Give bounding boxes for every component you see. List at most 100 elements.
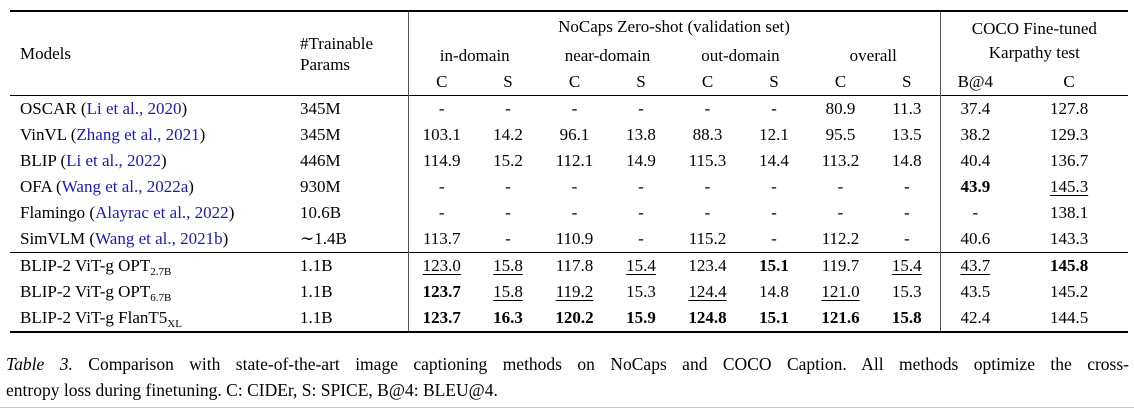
metric-cell: - [704, 99, 711, 118]
metric-cell: - [638, 203, 644, 222]
trainable-params-value: 930M [300, 177, 341, 196]
metric-cell: - [771, 229, 777, 248]
metric-cell: 13.5 [891, 125, 922, 144]
metric-cell: 103.1 [407, 122, 475, 148]
metric-cell: - [571, 177, 578, 196]
metric-cell: 95.5 [825, 125, 856, 144]
trainable-params-value: 1.1B [300, 308, 333, 327]
header-row-groups: Models #Trainable Params NoCaps Zero-sho… [10, 11, 1129, 74]
metric-cell: 12.1 [759, 125, 789, 144]
metric-cell: 15.2 [493, 151, 523, 170]
metric-header-s: S [503, 72, 513, 91]
metric-cell: 15.8 [891, 308, 922, 327]
metric-cell: 13.8 [626, 125, 656, 144]
metric-cell: 123.7 [407, 305, 475, 332]
metric-cell: 37.4 [939, 95, 1011, 122]
metric-cell: - [704, 177, 711, 196]
subgroup-header-overall: overall [849, 45, 897, 65]
model-name-text: BLIP-2 ViT-g FlanT5 [20, 308, 168, 327]
model-name-text: ) [161, 151, 167, 170]
trainable-params-value: 345M [300, 99, 341, 118]
table-row: Flamingo (Alayrac et al., 2022) 10.6B - - - -… [10, 200, 1128, 226]
metric-header-c: C [701, 72, 714, 91]
metric-cell: 124.4 [688, 282, 727, 301]
model-name: BLIP-2 ViT-g OPT2.7B [10, 252, 300, 279]
model-name: OSCAR (Li et al., 2020) [10, 96, 300, 123]
table-row: OSCAR (Li et al., 2020) 345M - - - - - -80.9 11.… [10, 95, 1128, 123]
citation-link[interactable]: Li et al., 2020 [86, 99, 182, 118]
model-name-text: BLIP ( [20, 151, 67, 170]
caption-label: Table 3. [6, 354, 73, 374]
model-name-text: OFA ( [20, 177, 62, 196]
subgroup-header-near-domain: near-domain [564, 45, 651, 65]
metric-cell: 43.7 [939, 252, 1011, 279]
metric-cell: 15.8 [475, 252, 541, 279]
header-row-metrics: C S C S C S C S B@4 C [10, 69, 1128, 96]
blip2-rows: BLIP-2 ViT-g OPT2.7B 1.1B 123.0 15.8 117.8 15… [10, 252, 1129, 332]
params-header-line1: #Trainable [300, 33, 374, 53]
table-row: BLIP-2 ViT-g OPT2.7B 1.1B 123.0 15.8 117.8 15… [10, 252, 1129, 279]
table-row: BLIP-2 ViT-g FlanT5XL 1.1B 123.7 16.3 120.2 1… [10, 305, 1128, 332]
coco-header-line2: Karpathy test [988, 42, 1080, 62]
trainable-params-value: 345M [300, 125, 341, 144]
metric-header-s: S [769, 72, 779, 91]
caption-line1: Table 3. Comparison with state-of-the-ar… [6, 351, 1129, 377]
metric-cell: 40.6 [939, 226, 1011, 253]
metric-cell: 16.3 [493, 308, 523, 327]
metric-header-c: C [834, 72, 847, 91]
metric-header-s: S [902, 72, 912, 91]
model-size-subscript: XL [167, 318, 182, 330]
model-size-subscript: 2.7B [150, 266, 172, 278]
metric-cell: 110.9 [555, 229, 594, 248]
metric-cell: 96.1 [559, 125, 590, 144]
metric-cell: 38.2 [939, 122, 1011, 148]
results-table: Models #Trainable Params NoCaps Zero-sho… [10, 10, 1129, 333]
params-header-line2: Params [300, 54, 351, 74]
caption-text-line1: Comparison with state-of-the-art image c… [88, 354, 1130, 374]
metric-cell: 117.8 [541, 252, 608, 279]
column-header-models: Models [20, 43, 71, 63]
table-caption: Table 3. Comparison with state-of-the-ar… [6, 351, 1129, 403]
metric-cell: 112.2 [821, 229, 860, 248]
model-name: VinVL (Zhang et al., 2021) [10, 122, 300, 148]
metric-cell: - [837, 203, 844, 222]
subgroup-header-in-domain: in-domain [407, 42, 541, 69]
metric-header-s: S [636, 72, 646, 91]
metric-cell: - [638, 229, 644, 248]
metric-cell: - [771, 177, 777, 196]
metric-cell: 11.3 [892, 99, 922, 118]
model-size-subscript: 6.7B [150, 292, 172, 304]
metric-cell: 43.9 [939, 174, 1011, 200]
metric-cell: - [505, 229, 511, 248]
metric-cell: 113.2 [821, 151, 860, 170]
model-name: OFA (Wang et al., 2022a) [10, 174, 300, 200]
metric-cell: 145.3 [1049, 177, 1089, 196]
citation-link[interactable]: Wang et al., 2022a [61, 177, 189, 196]
metric-cell: 15.4 [608, 252, 674, 279]
citation-link[interactable]: Li et al., 2022 [66, 151, 162, 170]
model-name-text: VinVL ( [20, 125, 77, 144]
column-header-trainable-params: #Trainable Params [300, 11, 408, 96]
metric-cell: 145.8 [1010, 252, 1129, 279]
metric-cell: - [407, 95, 475, 122]
table-row: VinVL (Zhang et al., 2021) 345M 103.1 14.2 9… [10, 122, 1128, 148]
metric-cell: 42.4 [939, 305, 1011, 332]
citation-link[interactable]: Zhang et al., 2021 [76, 125, 200, 144]
citation-link[interactable]: Wang et al., 2021b [95, 229, 223, 248]
model-name: BLIP-2 ViT-g FlanT5XL [10, 305, 300, 332]
metric-cell: 136.7 [1049, 151, 1089, 170]
metric-cell: 15.1 [741, 252, 807, 279]
metric-cell: 119.2 [555, 282, 594, 301]
metric-cell: - [903, 229, 910, 248]
metric-cell: - [638, 177, 644, 196]
table-container: Models #Trainable Params NoCaps Zero-sho… [10, 10, 1129, 333]
metric-cell: 15.3 [891, 282, 922, 301]
metric-cell: 138.1 [1049, 203, 1089, 222]
header-row-domains: in-domain near-domain out-domain overall [10, 42, 1128, 69]
model-name-text: Flamingo ( [20, 203, 96, 222]
metric-cell: 14.8 [891, 151, 922, 170]
trainable-params-value: 446M [300, 151, 341, 170]
citation-link[interactable]: Alayrac et al., 2022 [95, 203, 229, 222]
metric-cell: - [771, 99, 777, 118]
model-name-text: ) [199, 125, 206, 144]
